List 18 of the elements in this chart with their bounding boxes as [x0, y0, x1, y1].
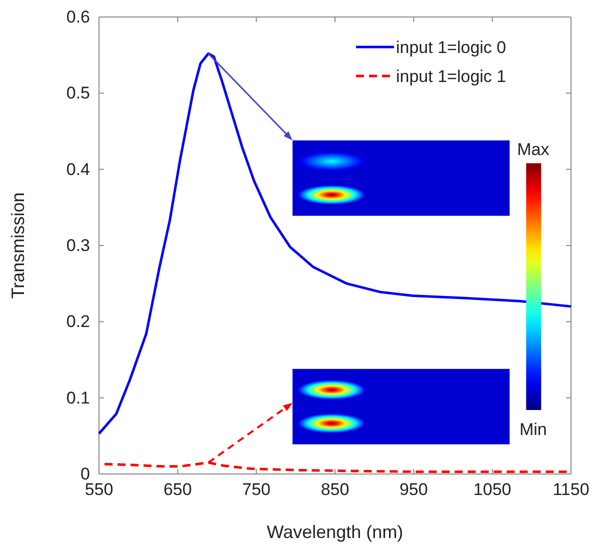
y-tick-label: 0.2	[66, 312, 90, 332]
y-tick-label: 0.3	[66, 236, 90, 255]
y-tick-label: 0.4	[66, 160, 90, 179]
x-tick-label: 850	[320, 480, 350, 500]
x-tick-label: 750	[242, 480, 271, 500]
x-tick-label: 1150	[552, 480, 590, 500]
y-tick-label: 0.6	[66, 7, 90, 26]
annotation: Min	[519, 420, 547, 440]
x-axis-title: Wavelength (nm)	[266, 522, 404, 542]
x-tick-label: 1050	[473, 480, 512, 500]
annotation: Max	[517, 140, 550, 160]
y-axis-title: Transmission	[8, 192, 28, 299]
y-tick-label: 0.5	[66, 84, 90, 103]
x-tick-label: 950	[399, 480, 428, 500]
legend-label: input 1=logic 0	[396, 38, 506, 57]
x-tick-label: 650	[163, 480, 192, 500]
legend-label: input 1=logic 1	[396, 67, 506, 86]
y-tick-label: 0.1	[66, 388, 90, 408]
